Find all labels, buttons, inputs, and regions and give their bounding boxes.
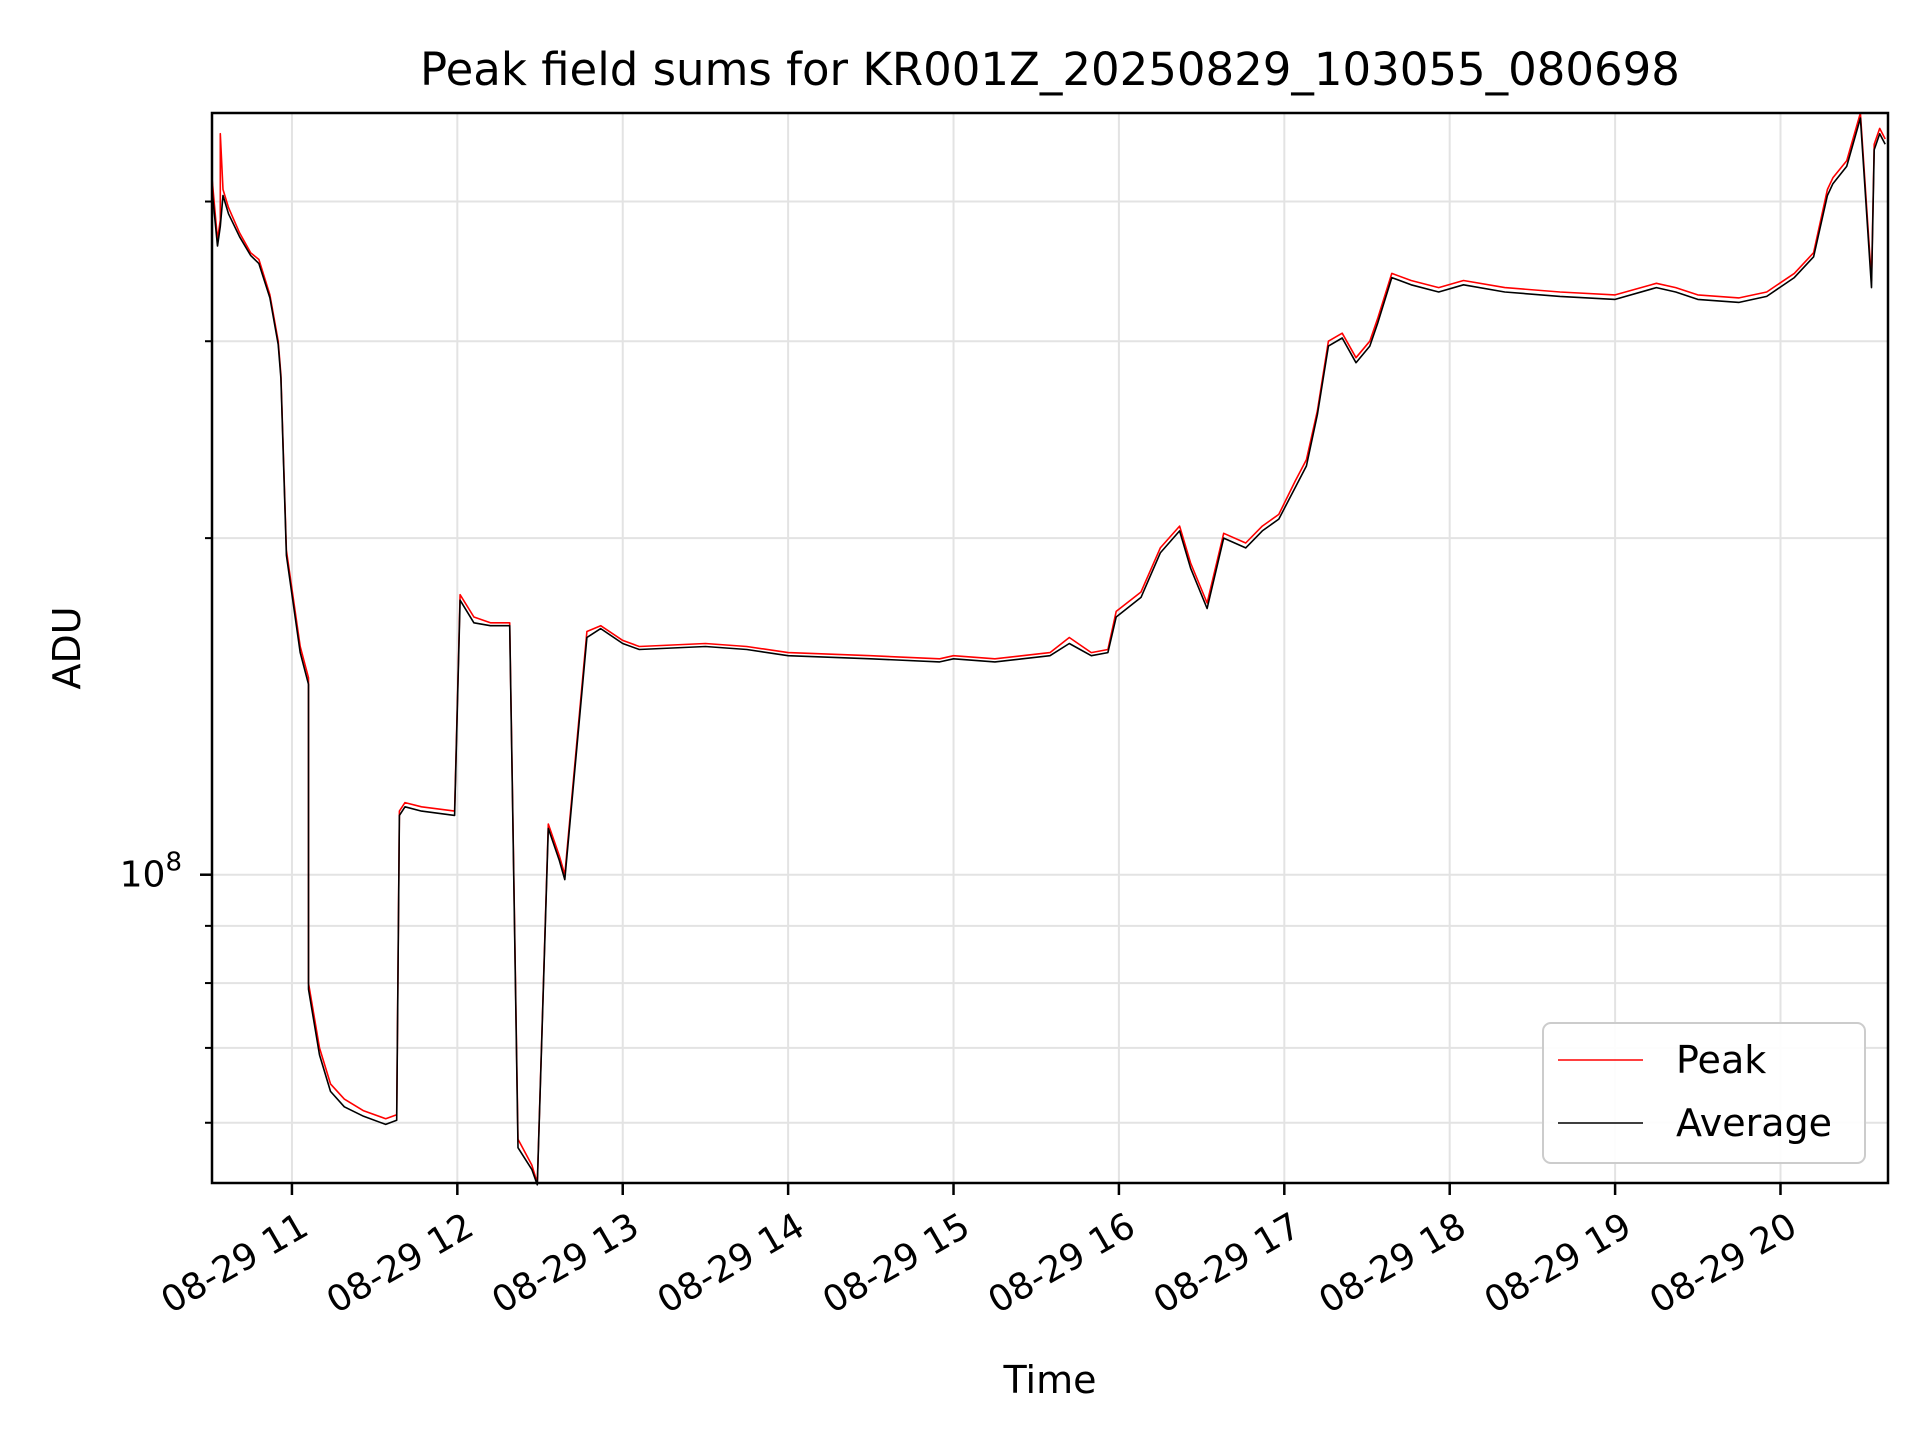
y-axis: 108: [120, 200, 212, 1124]
x-axis-label: Time: [1003, 1358, 1097, 1402]
legend-box: [1542, 1022, 1866, 1164]
y-tick-label: 108: [120, 848, 182, 896]
y-tick-label-exponent: 8: [165, 848, 182, 878]
legend-label-average: Average: [1676, 1101, 1832, 1145]
series-line-peak: [211, 112, 1886, 1184]
y-tick-label-base: 10: [120, 855, 166, 896]
y-axis-label: ADU: [45, 606, 89, 689]
legend: Peak Average: [1542, 1022, 1866, 1164]
plot-frame: [210, 111, 1890, 1185]
series-line-average: [211, 117, 1886, 1186]
series-layer: [211, 112, 1886, 1186]
chart-title: Peak field sums for KR001Z_20250829_1030…: [420, 43, 1680, 96]
legend-label-peak: Peak: [1676, 1038, 1766, 1082]
